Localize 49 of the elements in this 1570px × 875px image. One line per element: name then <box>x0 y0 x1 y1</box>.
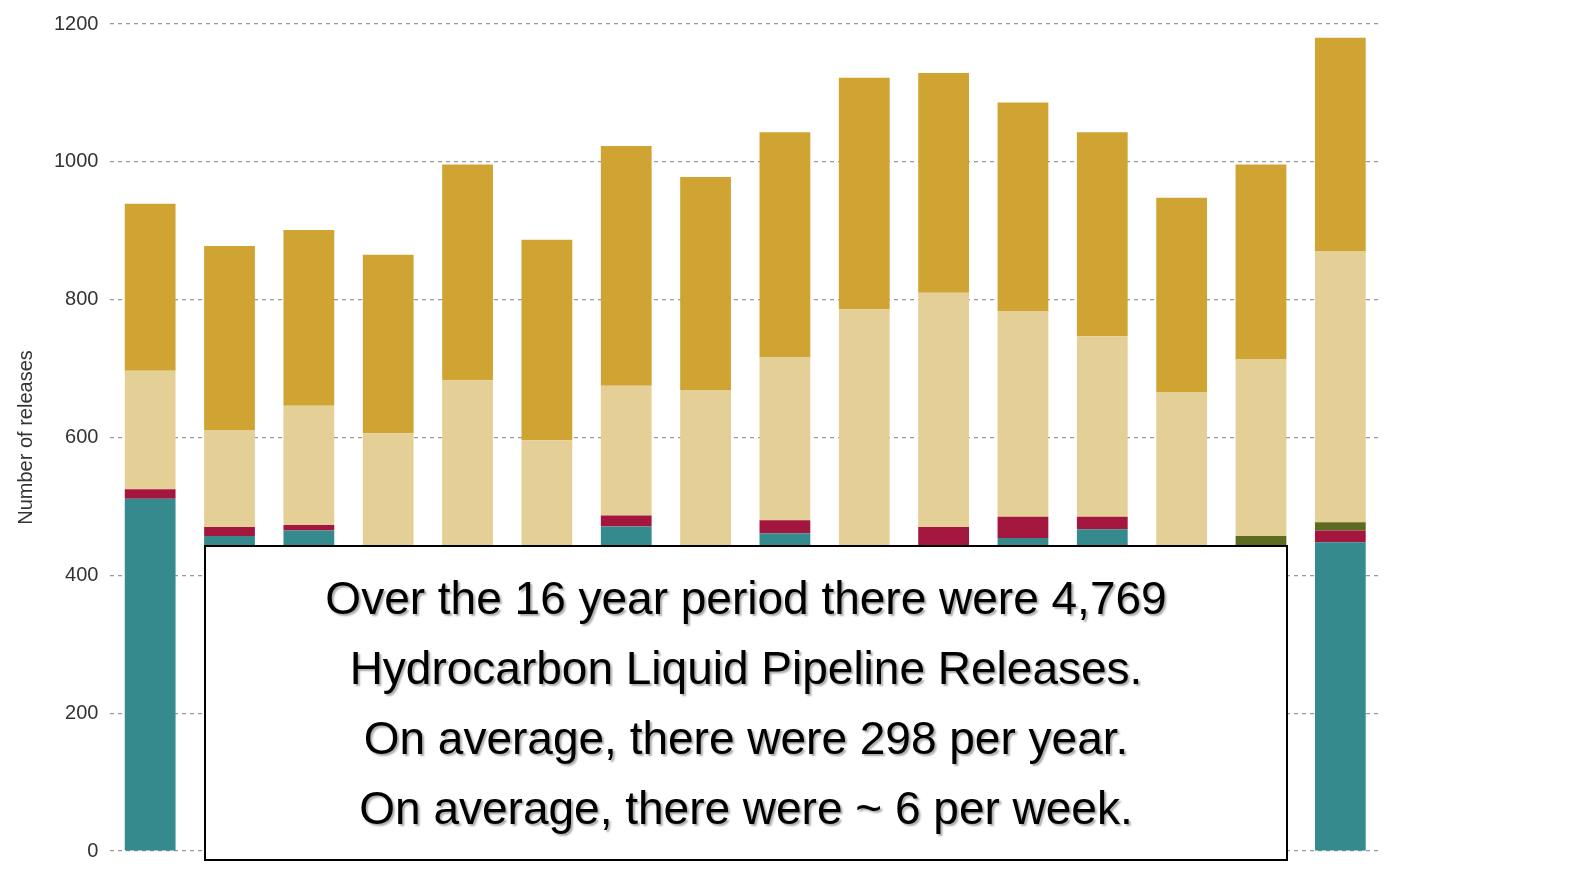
bar <box>204 527 255 537</box>
bar <box>1156 197 1208 393</box>
annotation: Hydrocarbon Liquid Pipeline Releases. <box>348 641 1144 695</box>
y-axis-title: Number of releases <box>13 350 36 525</box>
bar <box>1235 164 1287 360</box>
bar <box>124 370 176 490</box>
bar <box>1314 251 1366 523</box>
bar <box>600 385 652 516</box>
bar <box>124 203 176 371</box>
annotation: On average, there were ~ 6 per week. <box>358 781 1134 835</box>
y-tick-label: 600 <box>65 425 99 448</box>
bar <box>997 311 1049 517</box>
y-tick-label: 1000 <box>53 149 99 172</box>
y-tick-label: 200 <box>65 700 99 723</box>
bar <box>600 145 652 386</box>
bar <box>997 516 1049 539</box>
bar <box>680 177 731 390</box>
y-tick-label: 1200 <box>53 11 99 34</box>
y-tick-label: 0 <box>87 838 99 861</box>
bar <box>1314 37 1366 252</box>
bar <box>283 405 335 526</box>
bar <box>204 245 255 430</box>
bar <box>838 77 890 310</box>
y-tick-label: 800 <box>65 287 99 310</box>
bar <box>1076 336 1128 517</box>
bar <box>1235 359 1287 537</box>
bar <box>362 254 414 434</box>
bar <box>442 164 493 381</box>
bar <box>124 498 176 851</box>
bar <box>124 489 176 499</box>
annotation: Over the 16 year period there were 4,769 <box>324 571 1168 625</box>
y-tick-label: 400 <box>65 562 99 585</box>
bar <box>759 132 811 358</box>
bar <box>997 102 1049 312</box>
bar <box>283 230 335 406</box>
bar <box>918 72 969 293</box>
bar <box>759 357 811 521</box>
bar <box>918 292 969 528</box>
bar <box>1314 542 1366 851</box>
bar <box>759 520 811 534</box>
bar <box>1076 132 1128 337</box>
bar <box>204 429 255 528</box>
bar <box>283 525 335 531</box>
bar <box>1076 516 1128 530</box>
bar <box>521 239 573 441</box>
annotation: On average, there were 298 per year. <box>362 711 1130 765</box>
bar <box>1314 530 1366 543</box>
bar <box>600 515 652 527</box>
bar <box>1314 522 1366 531</box>
